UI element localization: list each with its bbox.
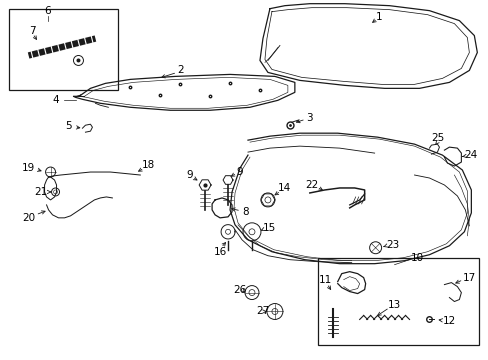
Text: 7: 7	[29, 26, 36, 36]
Text: 10: 10	[410, 253, 423, 263]
Text: 14: 14	[278, 183, 291, 193]
Text: 21: 21	[34, 187, 47, 197]
Text: 12: 12	[442, 316, 455, 327]
Text: 23: 23	[385, 240, 398, 250]
Text: 17: 17	[462, 273, 475, 283]
Text: 25: 25	[430, 133, 443, 143]
Text: 26: 26	[233, 284, 246, 294]
Text: 20: 20	[22, 213, 35, 223]
Text: 9: 9	[236, 167, 243, 177]
Text: 1: 1	[376, 12, 382, 22]
Circle shape	[76, 58, 81, 62]
Text: 18: 18	[142, 160, 155, 170]
Text: 27: 27	[256, 306, 269, 316]
Text: 15: 15	[263, 223, 276, 233]
Text: 2: 2	[177, 66, 183, 76]
Text: 9: 9	[186, 170, 193, 180]
Bar	[9, 9, 118, 90]
Text: 24: 24	[464, 150, 477, 160]
Text: 16: 16	[213, 247, 226, 257]
Text: 8: 8	[242, 207, 249, 217]
Bar	[317, 258, 478, 345]
Text: 19: 19	[22, 163, 35, 173]
Text: 3: 3	[306, 113, 312, 123]
Text: 5: 5	[65, 121, 72, 131]
Text: 6: 6	[44, 6, 51, 15]
Text: 11: 11	[319, 275, 332, 285]
Text: 13: 13	[387, 300, 400, 310]
Text: 4: 4	[52, 95, 59, 105]
Text: 22: 22	[305, 180, 318, 190]
